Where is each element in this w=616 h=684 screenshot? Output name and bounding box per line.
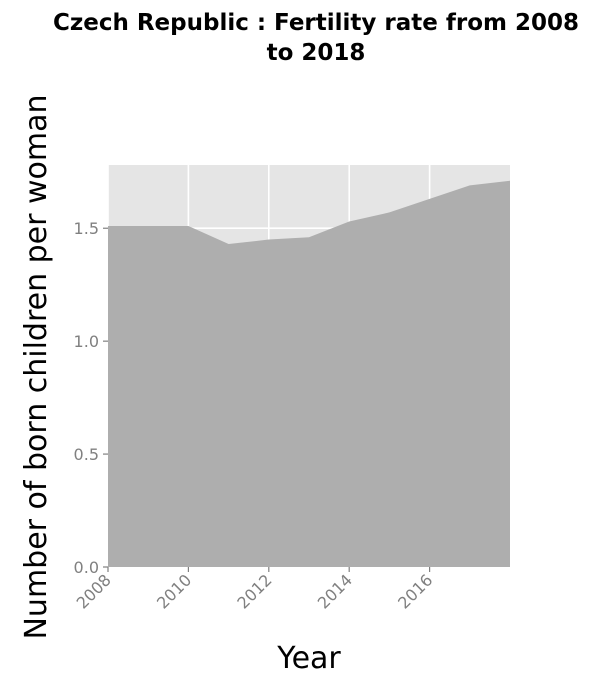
chart-title-line-1: Czech Republic : Fertility rate from 200… [53, 10, 579, 36]
y-tick-label: 1.5 [74, 219, 99, 238]
x-axis-ticks: 2008 2010 2012 2014 2016 [73, 567, 436, 613]
y-axis-label: Number of born children per woman [19, 94, 54, 639]
y-axis-ticks: 0.0 0.5 1.0 1.5 [74, 219, 108, 577]
chart-title-line-2: to 2018 [267, 40, 366, 66]
x-axis-label: Year [276, 641, 341, 676]
y-tick-label: 1.0 [74, 332, 99, 351]
x-tick-label: 2012 [233, 570, 275, 612]
y-tick-label: 0.5 [74, 445, 99, 464]
y-tick-label: 0.0 [74, 558, 99, 577]
x-tick-label: 2016 [394, 570, 436, 612]
fertility-area [108, 180, 510, 567]
x-tick-label: 2010 [153, 570, 195, 612]
x-tick-label: 2014 [314, 570, 356, 612]
